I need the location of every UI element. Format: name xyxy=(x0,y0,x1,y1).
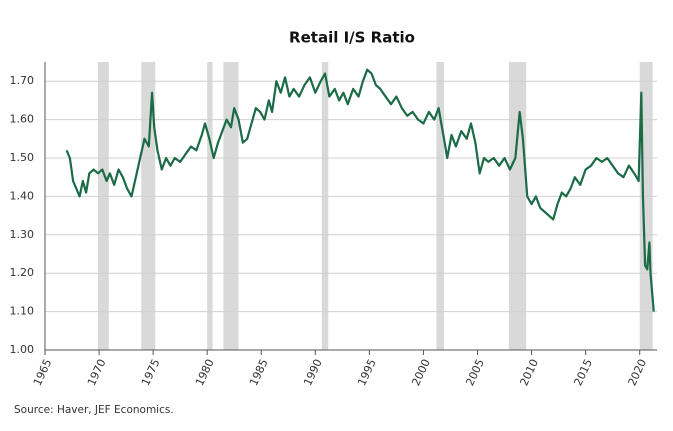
y-tick-label: 1.50 xyxy=(10,151,35,164)
x-tick-label: 1990 xyxy=(301,357,325,388)
y-tick-label: 1.40 xyxy=(10,189,35,202)
x-tick-label: 2010 xyxy=(517,357,541,388)
x-tick-label: 2000 xyxy=(409,357,433,388)
recession-band xyxy=(207,62,213,350)
recession-band xyxy=(436,62,444,350)
data-line xyxy=(65,68,655,312)
x-tick-label: 1970 xyxy=(85,357,109,388)
x-tick-label: 1995 xyxy=(355,357,379,388)
x-tick-label: 1975 xyxy=(139,357,163,388)
y-tick-label: 1.20 xyxy=(10,266,35,279)
y-tick-label: 1.60 xyxy=(10,113,35,126)
chart-title: Retail I/S Ratio xyxy=(289,29,415,47)
recession-band xyxy=(141,62,156,350)
x-tick-label: 1985 xyxy=(247,357,271,388)
source-note: Source: Haver, JEF Economics. xyxy=(14,404,174,416)
y-tick-label: 1.00 xyxy=(10,343,35,356)
y-tick-label: 1.30 xyxy=(10,228,35,241)
y-tick-label: 1.10 xyxy=(10,305,35,318)
recession-band xyxy=(97,62,109,350)
x-tick-label: 2015 xyxy=(571,357,595,388)
x-tick-label: 2005 xyxy=(463,357,487,388)
y-tick-label: 1.70 xyxy=(10,74,35,87)
x-tick-label: 1965 xyxy=(31,357,55,388)
recession-band xyxy=(508,62,527,350)
x-tick-label: 2020 xyxy=(626,357,650,388)
recession-band xyxy=(321,62,329,350)
recession-band xyxy=(223,62,239,350)
x-tick-label: 1980 xyxy=(193,357,217,388)
